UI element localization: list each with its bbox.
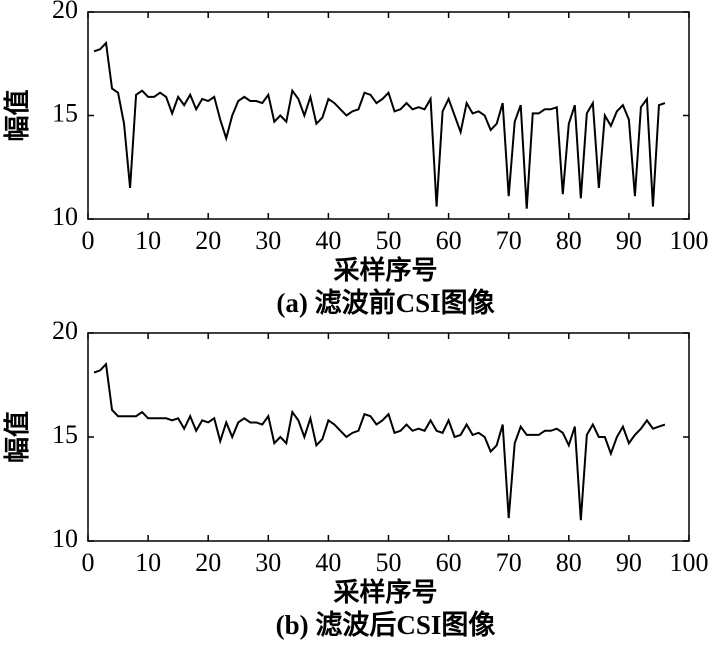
y-tick-label: 10	[52, 202, 78, 231]
x-tick-label: 50	[376, 548, 402, 577]
x-tick-label: 20	[195, 548, 221, 577]
x-tick-label: 100	[670, 548, 709, 577]
x-tick-label: 10	[135, 226, 161, 255]
x-tick-label: 100	[670, 226, 709, 255]
y-tick-label: 20	[52, 0, 78, 24]
data-line	[93, 40, 666, 209]
y-axis-label: 幅值	[3, 411, 32, 463]
y-tick-label: 20	[52, 316, 78, 345]
x-tick-label: 90	[616, 226, 642, 255]
x-axis-label: 采样序号	[333, 577, 437, 607]
x-tick-label: 70	[496, 226, 522, 255]
x-tick-label: 90	[616, 548, 642, 577]
data-line	[93, 362, 666, 521]
x-tick-label: 10	[135, 548, 161, 577]
y-tick-label: 15	[52, 420, 78, 449]
x-tick-label: 60	[436, 226, 462, 255]
x-tick-label: 30	[255, 226, 281, 255]
x-tick-label: 80	[556, 226, 582, 255]
x-axis-label: 采样序号	[333, 255, 437, 285]
x-tick-label: 40	[315, 548, 341, 577]
x-tick-label: 0	[82, 548, 95, 577]
caption: (a) 滤波前CSI图像	[276, 287, 494, 318]
caption: (b) 滤波后CSI图像	[276, 610, 496, 640]
x-tick-label: 80	[556, 548, 582, 577]
x-tick-label: 70	[496, 548, 522, 577]
y-axis-label: 幅值	[3, 89, 32, 141]
y-tick-label: 15	[52, 98, 78, 127]
x-tick-label: 0	[82, 226, 95, 255]
y-tick-label: 10	[52, 524, 78, 553]
x-tick-label: 40	[315, 226, 341, 255]
x-tick-label: 60	[436, 548, 462, 577]
x-tick-label: 50	[376, 226, 402, 255]
x-tick-label: 30	[255, 548, 281, 577]
x-tick-label: 20	[195, 226, 221, 255]
